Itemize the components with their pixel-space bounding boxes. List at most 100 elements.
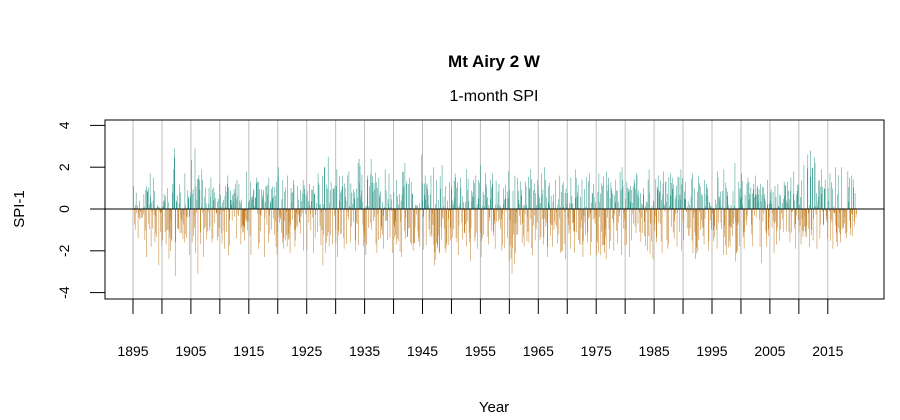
bar-positive [476, 207, 477, 209]
bar-positive [505, 184, 507, 209]
bar-positive [334, 185, 336, 209]
bar-negative [429, 209, 431, 237]
bar-negative [138, 209, 139, 215]
bar-positive [229, 190, 231, 209]
bar-positive [593, 196, 595, 209]
bar-positive [734, 163, 736, 209]
bar-negative [340, 209, 341, 234]
bar-positive [824, 179, 826, 209]
bar-positive [142, 207, 144, 209]
bar-negative [288, 209, 289, 240]
bar-negative [581, 209, 582, 221]
bar-negative [434, 209, 436, 253]
bar-positive [467, 189, 468, 209]
bar-negative [635, 209, 637, 233]
bar-positive [199, 189, 201, 209]
bar-negative [519, 209, 521, 216]
bar-positive [133, 207, 135, 209]
bar-negative [168, 209, 170, 260]
bar-negative [763, 209, 765, 214]
bar-negative [619, 209, 620, 217]
bar-negative [297, 209, 299, 228]
bar-negative [245, 209, 246, 211]
bar-negative [215, 209, 217, 214]
bar-negative [826, 209, 828, 223]
bar-positive [532, 190, 534, 209]
bar-negative [724, 209, 725, 237]
bar-positive [164, 200, 165, 209]
bar-positive [482, 205, 483, 209]
bar-positive [149, 173, 151, 209]
bar-positive [219, 183, 220, 209]
bar-positive [262, 193, 264, 209]
bar-negative [549, 209, 551, 224]
bar-positive [627, 187, 628, 209]
bar-positive [145, 189, 147, 209]
bar-negative [625, 209, 627, 230]
bar-negative [555, 209, 557, 225]
bar-positive [230, 200, 231, 209]
bar-negative [264, 209, 265, 258]
bar-negative [295, 209, 297, 230]
bar-negative [166, 209, 168, 231]
bar-positive [495, 204, 496, 209]
bar-negative [244, 209, 245, 241]
bar-positive [150, 196, 151, 209]
bar-negative [693, 209, 695, 213]
bar-negative [352, 209, 353, 211]
bar-negative [834, 209, 836, 214]
bar-positive [680, 169, 682, 209]
bar-negative [574, 209, 576, 232]
bar-positive [478, 198, 479, 209]
bar-positive [789, 199, 790, 209]
bar-negative [470, 209, 472, 228]
bar-negative [242, 209, 243, 233]
bar-positive [750, 187, 752, 209]
bar-positive [772, 192, 774, 209]
bar-positive [339, 175, 340, 209]
bar-positive [270, 188, 272, 209]
bar-positive [495, 180, 497, 209]
bar-positive [402, 188, 404, 209]
bar-positive [419, 203, 420, 209]
bar-positive [265, 186, 267, 209]
bar-positive [622, 180, 623, 209]
bar-positive [660, 180, 661, 209]
bar-positive [265, 202, 266, 209]
bar-positive [467, 178, 469, 209]
bar-negative [631, 209, 632, 241]
bar-negative [146, 209, 147, 258]
bar-negative [533, 209, 535, 226]
bar-positive [252, 198, 254, 209]
bar-positive [488, 205, 490, 209]
bar-positive [454, 173, 456, 209]
bar-positive [220, 195, 221, 209]
bar-positive [827, 187, 829, 209]
bar-positive [748, 182, 750, 209]
bar-negative [651, 209, 652, 242]
bar-positive [312, 189, 313, 209]
bar-negative [605, 209, 606, 237]
bar-negative [407, 209, 408, 237]
bar-negative [138, 209, 140, 218]
bar-positive [622, 186, 624, 209]
bar-positive [577, 192, 578, 209]
bar-negative [200, 209, 202, 233]
bar-positive [172, 183, 174, 209]
bar-positive [194, 148, 196, 209]
bar-negative [597, 209, 598, 243]
bar-positive [329, 190, 331, 209]
bar-positive [360, 199, 361, 209]
bar-positive [630, 186, 631, 209]
bar-negative [652, 209, 654, 260]
bar-positive [849, 177, 850, 209]
bar-positive [403, 171, 404, 209]
bar-positive [704, 179, 705, 209]
bar-positive [202, 179, 204, 209]
bar-positive [427, 194, 429, 209]
bar-positive [180, 192, 181, 209]
bar-negative [716, 209, 718, 249]
bar-positive [499, 205, 501, 209]
bar-positive [810, 150, 811, 209]
bar-negative [520, 209, 521, 225]
